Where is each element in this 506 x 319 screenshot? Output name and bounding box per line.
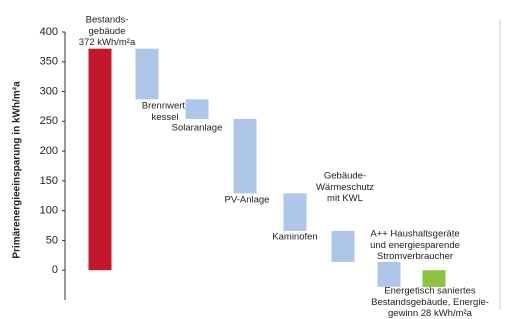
bar: [422, 270, 446, 287]
bar-label: Kaminofen: [272, 232, 317, 243]
bar: [185, 99, 209, 119]
bar-label: Energetisch saniertes: [384, 286, 476, 297]
bar-label: Stromverbraucher: [377, 251, 453, 262]
bar-label: Bestandsgebäude, Energie-: [371, 297, 489, 308]
bar-label: PV-Anlage: [225, 195, 270, 206]
bar-label: Wärmeschutz: [316, 182, 374, 193]
bar-label: 372 kWh/m²a: [79, 37, 136, 48]
y-tick-label: 50: [46, 234, 58, 246]
y-tick-label: 150: [40, 175, 58, 187]
bar-label: gewinn 28 kWh/m²a: [388, 308, 473, 319]
bar-label: Gebäude-: [324, 171, 366, 182]
bar-label: A++ Haushaltsgeräte: [370, 229, 459, 240]
y-axis-label: Primärenergieeinsparung in kWh/m²a: [12, 81, 23, 259]
y-tick-label: 200: [40, 145, 58, 157]
bar: [377, 261, 401, 287]
bar: [331, 230, 355, 262]
y-tick-label: 100: [40, 205, 58, 217]
bar-label: Brennwert-: [142, 101, 188, 112]
y-tick-label: 250: [40, 115, 58, 127]
y-tick-label: 400: [40, 26, 58, 38]
bar: [135, 48, 159, 100]
bar-label: kessel: [152, 112, 179, 123]
bar-label: gebäude: [89, 26, 126, 37]
bar: [283, 193, 307, 231]
y-tick-label: 0: [52, 264, 58, 276]
bar: [88, 48, 112, 271]
bar-label: Bestands-: [86, 15, 129, 26]
y-tick-label: 300: [40, 85, 58, 97]
y-tick-label: 350: [40, 56, 58, 68]
bar: [233, 118, 257, 194]
bar-label: mit KWL: [327, 193, 363, 204]
bar-label: Solaranlage: [172, 123, 223, 134]
bar-label: und energiesparende: [370, 240, 460, 251]
